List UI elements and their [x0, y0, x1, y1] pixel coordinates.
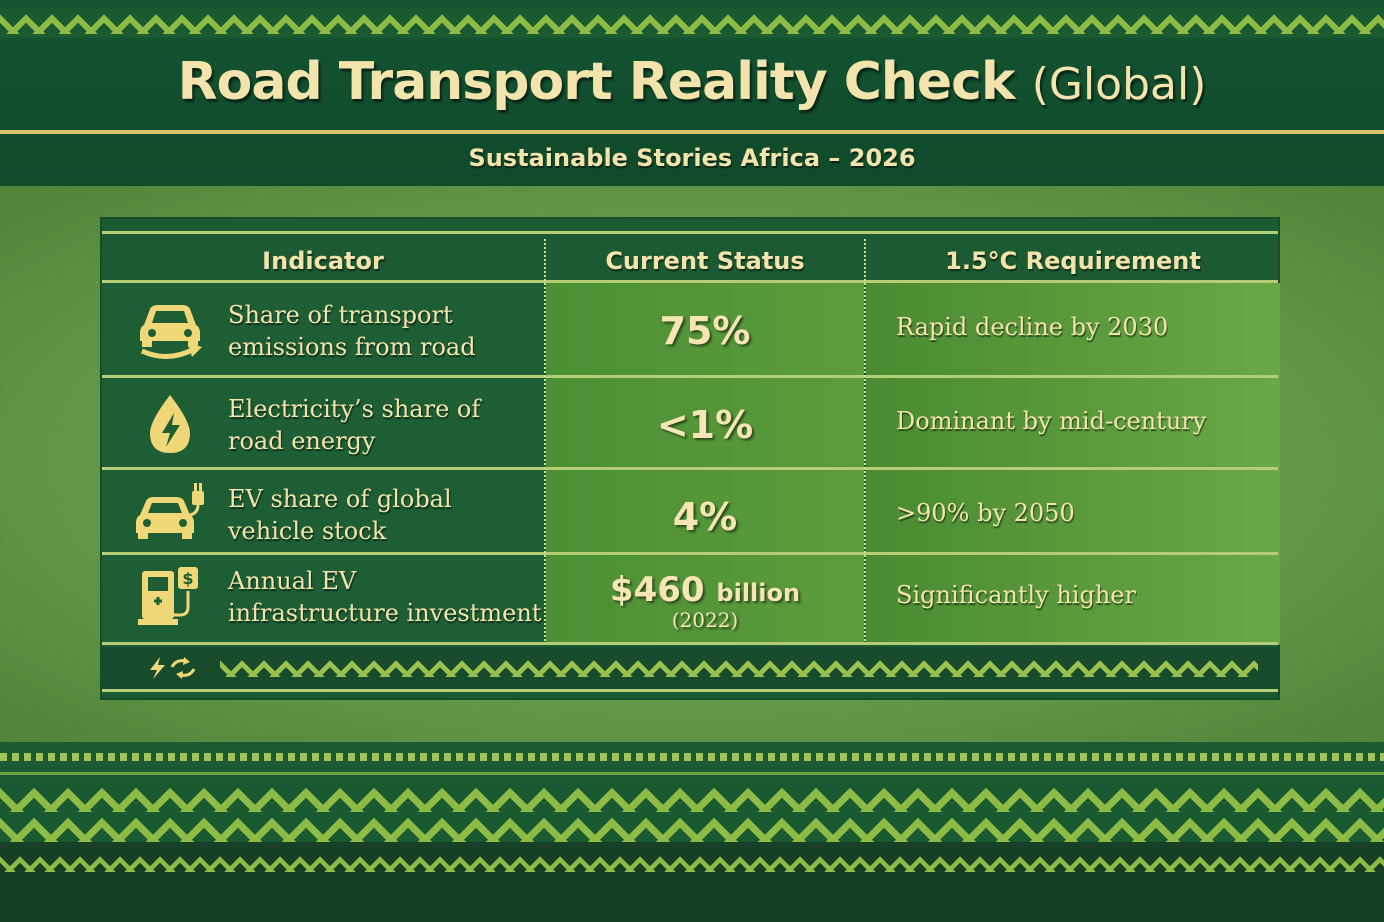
- table-footer: [102, 647, 1278, 689]
- ev-plug-icon: [136, 483, 204, 539]
- indicator-line: EV share of global: [228, 485, 452, 513]
- row-2-status: <1%: [656, 403, 754, 447]
- table-rule: [102, 642, 1278, 645]
- indicator-line: infrastructure investment: [228, 599, 542, 627]
- indicator-line: Share of transport: [228, 301, 453, 329]
- indicator-line: vehicle stock: [228, 517, 387, 545]
- status-column-bg: [546, 283, 864, 645]
- car-arrow-icon: [140, 305, 202, 359]
- status-note: (2022): [671, 608, 739, 632]
- footer-pattern: [220, 655, 1258, 681]
- indicator-line: Electricity’s share of: [228, 395, 481, 423]
- header-indicator: Indicator: [262, 247, 384, 275]
- table-rule: [102, 280, 1278, 283]
- svg-text:$: $: [182, 569, 193, 588]
- row-2-requirement: Dominant by mid-century: [896, 407, 1207, 435]
- column-separator: [864, 239, 866, 641]
- row-4-indicator: Annual EV infrastructure investment: [228, 565, 541, 629]
- dots-pattern: [0, 753, 1384, 761]
- status-value: $460: [609, 570, 705, 610]
- top-pattern: [0, 8, 1384, 38]
- row-1-status: 75%: [659, 309, 751, 353]
- table-rule: [102, 552, 1278, 555]
- row-3-requirement: >90% by 2050: [896, 499, 1075, 527]
- table-rule: [102, 689, 1278, 692]
- bottom-pattern: [0, 782, 1384, 842]
- header-current-status: Current Status: [605, 247, 805, 275]
- title-rule: [0, 130, 1384, 134]
- table-rule: [102, 375, 1278, 378]
- title-main: Road Transport Reality Check: [177, 52, 1016, 112]
- charging-station-dollar-icon: $: [138, 567, 198, 625]
- row-4-requirement: Significantly higher: [896, 581, 1136, 609]
- indicator-line: Annual EV: [228, 567, 357, 595]
- table-rule: [102, 231, 1278, 234]
- row-2-indicator: Electricity’s share of road energy: [228, 393, 480, 457]
- row-1-requirement: Rapid decline by 2030: [896, 313, 1169, 341]
- bottom-pattern-small: [0, 850, 1384, 874]
- page-subtitle: Sustainable Stories Africa – 2026: [468, 144, 916, 172]
- row-1-indicator: Share of transport emissions from road: [228, 299, 476, 363]
- page-title: Road Transport Reality Check (Global): [0, 52, 1384, 112]
- indicator-line: emissions from road: [228, 333, 476, 361]
- indicator-table: Indicator Current Status 1.5°C Requireme…: [100, 217, 1280, 700]
- requirement-column-bg: [866, 283, 1280, 645]
- bolt-cycle-icon: [150, 657, 196, 679]
- indicator-column-bg: [102, 283, 544, 645]
- header-requirement: 1.5°C Requirement: [945, 247, 1201, 275]
- energy-drop-icon: [150, 395, 190, 453]
- row-3-indicator: EV share of global vehicle stock: [228, 483, 452, 547]
- dots-rule: [0, 772, 1384, 775]
- indicator-line: road energy: [228, 427, 376, 455]
- row-4-status: $460 billion (2022): [546, 573, 864, 632]
- column-separator: [544, 239, 546, 641]
- row-3-status: 4%: [672, 495, 738, 539]
- status-unit: billion: [716, 579, 801, 607]
- dots-band: [0, 742, 1384, 782]
- table-rule: [102, 467, 1278, 470]
- title-suffix: (Global): [1031, 59, 1207, 110]
